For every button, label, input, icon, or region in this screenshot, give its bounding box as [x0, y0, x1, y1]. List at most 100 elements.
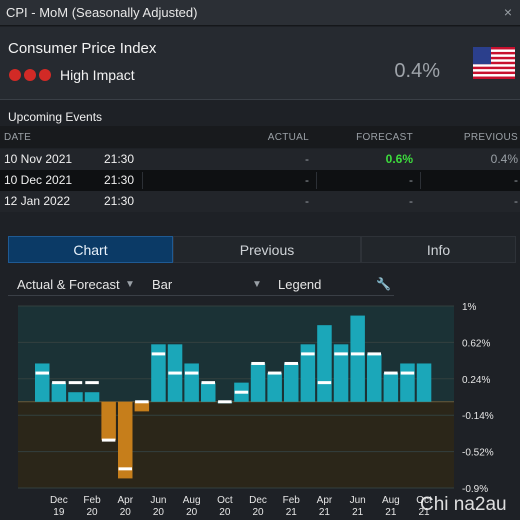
impact-dot-icon — [9, 69, 21, 81]
wrench-icon[interactable]: 🔧 — [376, 277, 391, 291]
forecast-marker — [85, 381, 99, 385]
table-row[interactable]: 10 Dec 2021 21:30 - - - — [0, 170, 520, 191]
x-tick-label: Oct — [217, 495, 233, 506]
forecast-marker — [135, 400, 149, 404]
forecast-marker — [201, 381, 215, 385]
chevron-down-icon[interactable]: ▼ — [252, 279, 262, 290]
x-tick-label: 21 — [418, 507, 430, 518]
chart-bar — [250, 363, 266, 402]
chart-bar — [383, 373, 399, 402]
x-tick-label: 21 — [319, 507, 331, 518]
forecast-marker — [350, 352, 365, 356]
x-tick-label: 19 — [53, 507, 65, 518]
cell-divider — [142, 172, 143, 189]
table-row[interactable]: 12 Jan 2022 21:30 - - - — [0, 191, 520, 212]
forecast-marker — [184, 371, 199, 375]
column-header-forecast: FORECAST — [356, 132, 413, 143]
forecast-marker — [234, 390, 249, 394]
chart-bar — [267, 373, 282, 402]
event-date: 10 Nov 2021 — [4, 152, 73, 166]
mode-dropdown[interactable]: Actual & Forecast — [17, 277, 120, 292]
forecast-marker — [68, 381, 83, 385]
current-value: 0.4% — [394, 60, 440, 82]
event-time: 21:30 — [104, 194, 135, 208]
x-tick-label: Aug — [382, 495, 400, 506]
event-date: 12 Jan 2022 — [4, 194, 71, 208]
x-tick-label: Aug — [183, 495, 201, 506]
x-tick-label: Dec — [249, 495, 267, 506]
forecast-marker — [367, 352, 381, 356]
forecast-marker — [101, 438, 116, 442]
y-tick-label: -0.52% — [462, 448, 494, 459]
x-tick-label: Apr — [117, 495, 133, 506]
chart-type-dropdown[interactable]: Bar — [152, 277, 173, 292]
forecast-marker — [168, 371, 182, 375]
chart-bar — [416, 363, 432, 402]
x-tick-label: Jun — [150, 495, 166, 506]
chart-toolbar: Actual & Forecast ▼ Bar ▼ Legend 🔧 — [8, 274, 394, 296]
tab-previous[interactable]: Previous — [173, 236, 361, 263]
x-tick-label: Feb — [283, 495, 301, 506]
forecast-marker — [384, 371, 398, 375]
events-table-header: DATE ACTUAL FORECAST PREVIOUS — [0, 126, 520, 148]
chart-bar — [151, 344, 166, 402]
y-tick-label: 0.24% — [462, 375, 490, 386]
chart-bar — [101, 401, 116, 441]
tab-chart[interactable]: Chart — [8, 236, 173, 263]
plot-negative-region — [18, 401, 454, 488]
x-tick-label: 21 — [286, 507, 298, 518]
chart-bar — [317, 325, 332, 402]
x-tick-label: 20 — [219, 507, 231, 518]
column-header-actual: ACTUAL — [267, 132, 309, 143]
chart-bar — [333, 344, 349, 402]
indicator-name: Consumer Price Index — [8, 40, 157, 57]
chart-bar — [400, 363, 415, 402]
y-tick-label: -0.14% — [462, 411, 494, 422]
us-flag-icon — [473, 47, 515, 79]
event-forecast: - — [409, 173, 413, 187]
forecast-marker — [317, 381, 332, 385]
y-tick-label: -0.9% — [462, 484, 488, 495]
forecast-marker — [284, 361, 298, 365]
impact-label: High Impact — [60, 67, 135, 83]
header-divider — [0, 99, 520, 100]
chart-bar — [201, 382, 216, 402]
x-tick-label: Oct — [416, 495, 432, 506]
x-tick-label: Dec — [50, 495, 68, 506]
x-tick-label: 20 — [153, 507, 165, 518]
title-bar: CPI - MoM (Seasonally Adjusted) × — [0, 0, 520, 26]
chevron-down-icon[interactable]: ▼ — [125, 279, 135, 290]
upcoming-events-title: Upcoming Events — [8, 110, 103, 124]
x-tick-label: 20 — [186, 507, 198, 518]
event-actual: - — [305, 152, 309, 166]
x-tick-label: 20 — [86, 507, 98, 518]
y-tick-label: 1% — [462, 302, 477, 313]
event-forecast: - — [409, 194, 413, 208]
impact-indicator: High Impact — [9, 67, 135, 83]
impact-dot-icon — [24, 69, 36, 81]
x-tick-label: Apr — [317, 495, 333, 506]
event-forecast: 0.6% — [385, 152, 413, 166]
x-tick-label: 20 — [252, 507, 264, 518]
forecast-marker — [35, 371, 49, 375]
y-tick-label: 0.62% — [462, 338, 490, 349]
x-tick-label: 21 — [385, 507, 397, 518]
event-previous: 0.4% — [490, 152, 518, 166]
impact-dot-icon — [39, 69, 51, 81]
forecast-marker — [118, 467, 132, 471]
tab-bar: Chart Previous Info — [8, 236, 516, 263]
tab-info[interactable]: Info — [361, 236, 516, 263]
legend-toggle[interactable]: Legend — [278, 277, 322, 292]
chart-bar — [68, 392, 83, 402]
chart-bar — [51, 382, 67, 402]
column-header-date: DATE — [4, 132, 32, 143]
event-previous: - — [514, 194, 518, 208]
event-time: 21:30 — [104, 173, 135, 187]
forecast-marker — [334, 352, 348, 356]
cell-divider — [420, 172, 421, 189]
table-row[interactable]: 10 Nov 2021 21:30 - 0.6% 0.4% — [0, 149, 520, 170]
forecast-marker — [251, 361, 265, 365]
forecast-marker — [301, 352, 315, 356]
close-icon[interactable]: × — [503, 4, 512, 20]
chart-bar — [134, 401, 150, 412]
